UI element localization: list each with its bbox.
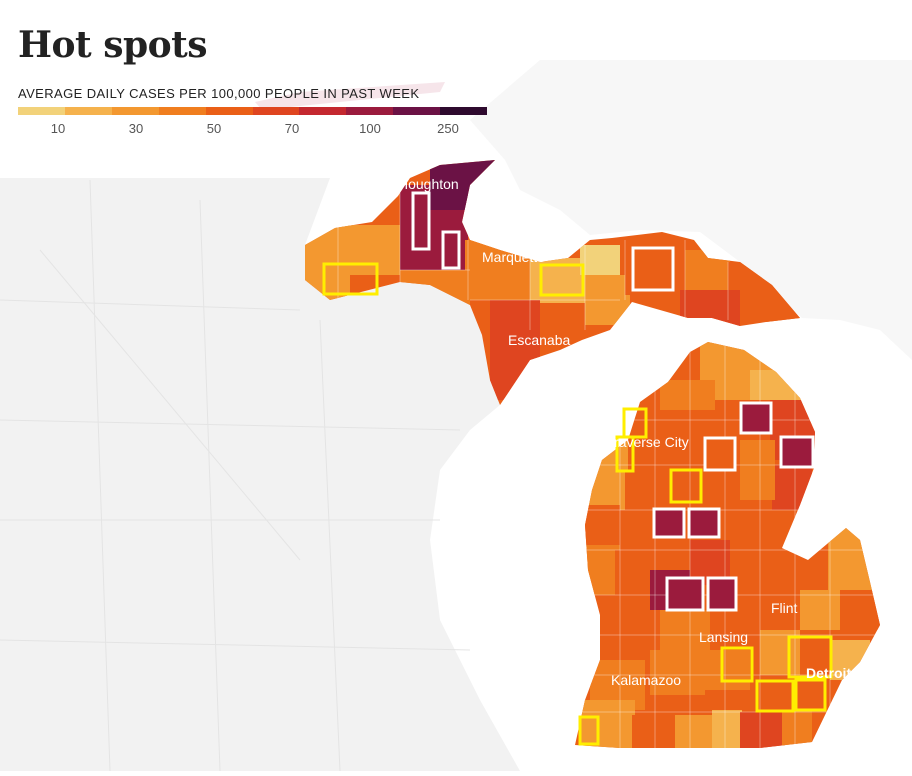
city-label-kalamazoo: Kalamazoo [611, 672, 681, 688]
marker-washtenaw[interactable] [755, 679, 795, 713]
background-roads [0, 179, 471, 772]
legend-swatch [393, 107, 441, 115]
legend-swatch [299, 107, 347, 115]
legend-color-scale [18, 107, 488, 115]
legend-title: AVERAGE DAILY CASES PER 100,000 PEOPLE I… [18, 86, 420, 101]
legend-swatch [346, 107, 394, 115]
rising-county-markers [411, 191, 815, 612]
marker-houghton-2[interactable] [441, 230, 461, 270]
legend-swatch [18, 107, 65, 115]
page-title: Hot spots [18, 24, 208, 66]
city-labels: Houghton Marquette Escanaba Traverse Cit… [398, 176, 851, 688]
legend-tick-label: 30 [128, 121, 144, 136]
legend-swatch [205, 107, 253, 115]
marker-gogebic[interactable] [322, 262, 379, 296]
marker-grand-traverse[interactable] [615, 435, 635, 473]
legend-swatch [252, 107, 300, 115]
marker-osceola-1[interactable] [652, 507, 686, 539]
city-label-lansing: Lansing [699, 629, 748, 645]
city-label-detroit: Detroit [806, 665, 851, 681]
marker-luce[interactable] [631, 246, 675, 292]
legend-tick-label: 100 [359, 121, 381, 136]
legend-tick-label: 250 [437, 121, 459, 136]
lower-peninsula [575, 342, 880, 748]
marker-montcalm-2[interactable] [706, 576, 738, 612]
city-label-houghton: Houghton [398, 176, 459, 192]
city-label-escanaba: Escanaba [508, 332, 570, 348]
marker-leelanau[interactable] [622, 407, 648, 439]
legend-tick-label: 10 [50, 121, 66, 136]
marker-kalkaska[interactable] [669, 468, 703, 504]
legend-swatch [440, 107, 488, 115]
city-label-traverse-city: Traverse City [606, 434, 689, 450]
legend-swatch [64, 107, 112, 115]
legend-swatch [111, 107, 159, 115]
falling-county-markers [322, 262, 833, 746]
marker-houghton-1[interactable] [411, 191, 431, 251]
city-label-marquette: Marquette [482, 249, 545, 265]
marker-alcona[interactable] [779, 435, 815, 469]
marker-wayne[interactable] [794, 678, 827, 712]
city-label-flint: Flint [771, 600, 798, 616]
marker-oscoda[interactable] [739, 401, 773, 435]
legend-ticks: 10 30 50 70 100 250 [18, 121, 487, 139]
marker-alger[interactable] [539, 263, 585, 297]
surrounding-land-east [470, 60, 912, 360]
marker-montcalm-1[interactable] [665, 576, 705, 612]
surrounding-land [0, 178, 520, 771]
marker-missaukee[interactable] [703, 436, 737, 472]
legend-tick-label: 70 [284, 121, 300, 136]
legend-swatch [158, 107, 206, 115]
color-legend: AVERAGE DAILY CASES PER 100,000 PEOPLE I… [18, 86, 488, 139]
marker-oakland[interactable] [787, 635, 833, 679]
legend-tick-label: 50 [206, 121, 222, 136]
isle-royale [255, 82, 445, 110]
marker-ingham[interactable] [720, 646, 754, 683]
marker-berrien[interactable] [578, 715, 600, 746]
marker-osceola-2[interactable] [687, 507, 721, 539]
